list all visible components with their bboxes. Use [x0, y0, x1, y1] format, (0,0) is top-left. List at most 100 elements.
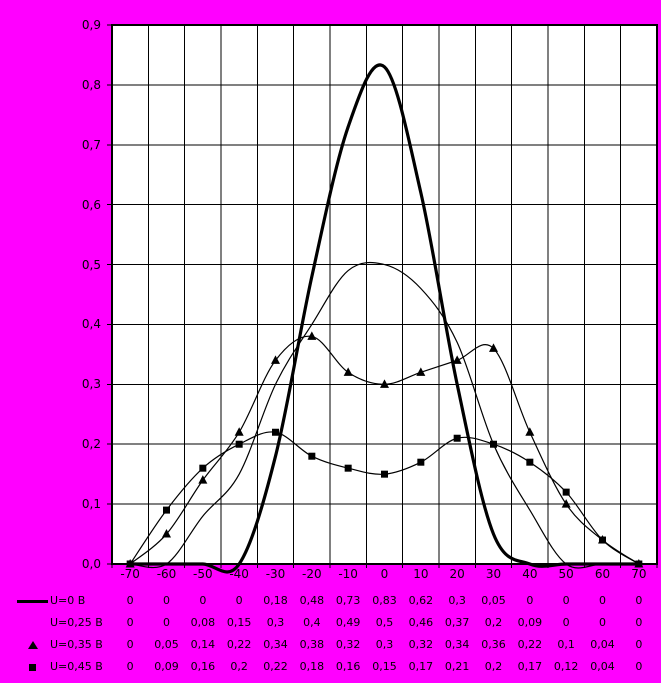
x-tick-label: -10: [338, 567, 358, 581]
triangle-marker-icon: [28, 641, 38, 649]
table-value-cell: 0,22: [517, 638, 543, 651]
table-value-cell: 0,21: [444, 660, 470, 673]
table-value-cell: 0,34: [444, 638, 470, 651]
legend-label: U=0,25 B: [50, 616, 103, 629]
table-value-cell: 0,3: [448, 594, 466, 607]
table-value-cell: 0,2: [484, 660, 503, 673]
table-value-cell: 0,49: [335, 616, 361, 629]
table-value-cell: 0: [126, 660, 134, 673]
table-value-cell: 0,36: [481, 638, 506, 651]
table-value-cell: 0: [635, 594, 643, 607]
table-value-cell: 0,09: [154, 660, 179, 673]
x-tick-label: 70: [631, 567, 647, 581]
x-tick-label: 40: [522, 567, 538, 581]
table-value-cell: 0: [635, 660, 643, 673]
x-tick-label: 20: [449, 567, 465, 581]
x-tick-label: 0: [380, 567, 389, 581]
table-value-cell: 0: [635, 638, 643, 651]
triangle-marker-icon: [162, 529, 171, 538]
x-tick-label: 10: [413, 567, 429, 581]
triangle-marker-icon: [343, 367, 353, 376]
y-tick-label: 0,2: [81, 437, 101, 452]
x-tick-label: -70: [120, 567, 140, 581]
y-tick-label: 0,4: [81, 317, 101, 332]
triangle-marker-icon: [307, 331, 317, 340]
line-marker-icon: [17, 600, 48, 603]
table-value-cell: 0: [163, 616, 170, 629]
triangle-marker-icon: [525, 427, 535, 436]
triangle-marker-icon: [489, 343, 498, 352]
x-tick-label: -20: [302, 567, 322, 581]
square-marker-icon: [562, 488, 570, 496]
x-tick-label: 60: [594, 567, 611, 581]
table-value-cell: 0,5: [375, 616, 394, 629]
table-value-cell: 0,08: [190, 616, 216, 629]
square-marker-icon: [490, 440, 497, 448]
table-value-cell: 0,16: [190, 660, 216, 673]
table-value-cell: 0,22: [263, 660, 288, 673]
table-value-cell: 0,2: [230, 660, 248, 673]
table-value-cell: 0,38: [299, 638, 325, 651]
square-marker-icon: [272, 428, 279, 436]
legend-label: U=0 B: [50, 594, 86, 607]
table-value-cell: 0,46: [408, 616, 434, 629]
series-line-1: [129, 261, 640, 569]
table-value-cell: 0,05: [154, 638, 179, 651]
table-value-cell: 0: [126, 616, 134, 629]
table-value-cell: 0,04: [590, 638, 615, 651]
table-value-cell: 0,18: [299, 660, 325, 673]
series-line-0: [128, 63, 641, 574]
triangle-marker-icon: [452, 355, 462, 364]
table-value-cell: 0: [235, 594, 243, 607]
table-value-cell: 0,14: [190, 638, 216, 651]
table-value-cell: 0,34: [263, 638, 288, 651]
square-marker-icon: [381, 470, 388, 478]
legend-label: U=0,45 B: [50, 660, 103, 673]
plot-border: [111, 24, 658, 565]
legend-label: U=0,35 B: [50, 638, 103, 651]
square-marker-icon: [308, 452, 316, 460]
square-marker-icon: [526, 458, 534, 466]
table-value-cell: 0,16: [335, 660, 361, 673]
x-tick-label: -40: [229, 567, 249, 581]
table-value-cell: 0,83: [372, 594, 397, 607]
table-value-cell: 0,15: [372, 660, 397, 673]
table-value-cell: 0,73: [335, 594, 361, 607]
table-value-cell: 0,32: [408, 638, 434, 651]
square-marker-icon: [163, 506, 170, 514]
table-value-cell: 0,05: [481, 594, 506, 607]
square-marker-icon: [417, 458, 425, 466]
table-value-cell: 0,37: [444, 616, 470, 629]
table-value-cell: 0: [599, 594, 606, 607]
x-tick-label: -30: [265, 567, 286, 581]
table-value-cell: 0: [126, 594, 134, 607]
x-tick-label: -50: [193, 567, 213, 581]
y-tick-label: 0,8: [81, 77, 101, 92]
plot-area: [112, 25, 657, 564]
table-value-cell: 0,3: [266, 616, 285, 629]
table-value-cell: 0,62: [408, 594, 434, 607]
square-marker-icon: [126, 560, 134, 568]
table-value-cell: 0,15: [226, 616, 252, 629]
table-value-cell: 0: [562, 616, 570, 629]
y-tick-label: 0,1: [81, 497, 101, 512]
table-value-cell: 0,2: [484, 616, 503, 629]
square-marker-icon: [635, 560, 643, 568]
table-value-cell: 0,3: [375, 638, 394, 651]
table-value-cell: 0,1: [557, 638, 575, 651]
table-value-cell: 0,04: [590, 660, 615, 673]
y-tick-label: 0,0: [81, 557, 101, 571]
square-marker-icon: [599, 536, 606, 544]
table-value-cell: 0,12: [553, 660, 579, 673]
table-value-cell: 0,32: [335, 638, 361, 651]
table-value-cell: 0,4: [303, 616, 321, 629]
table-value-cell: 0,18: [263, 594, 288, 607]
table-value-cell: 0: [562, 594, 570, 607]
y-tick-label: 0,7: [81, 137, 101, 152]
table-value-cell: 0: [526, 594, 534, 607]
triangle-marker-icon: [198, 475, 208, 484]
x-tick-label: 30: [485, 567, 502, 581]
triangle-marker-icon: [416, 367, 426, 376]
